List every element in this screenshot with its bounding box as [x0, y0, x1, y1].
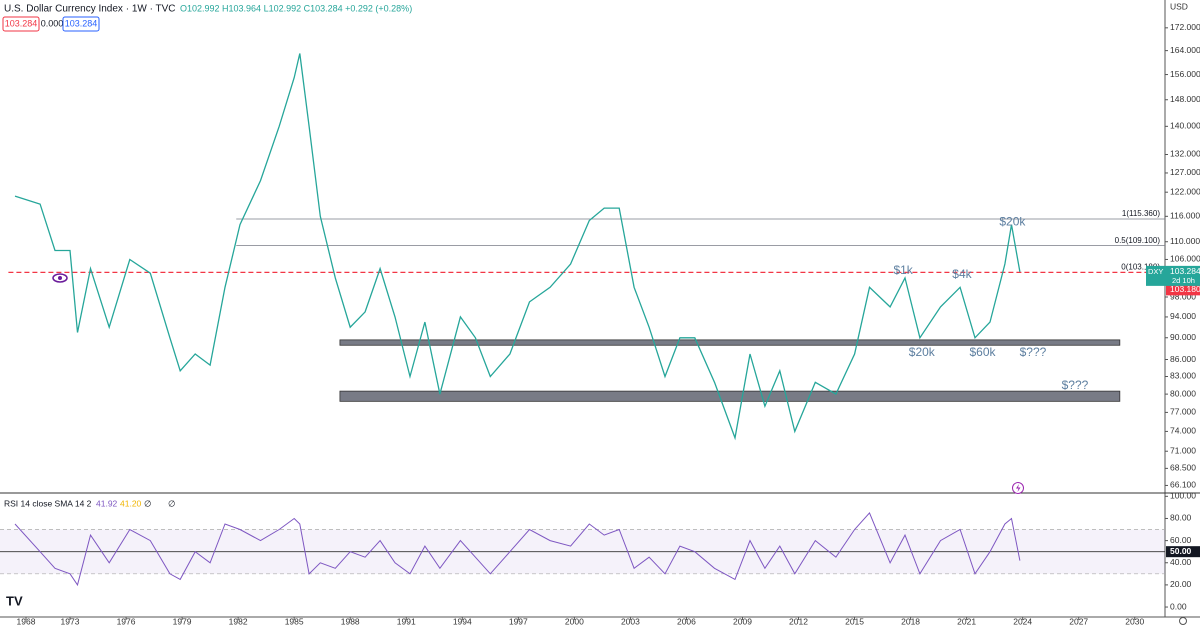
y-tick-label: 80.000 — [1170, 388, 1196, 398]
annotation: $??? — [1020, 345, 1047, 359]
x-tick-label: 1991 — [397, 616, 416, 626]
countdown: 2d 10h — [1172, 276, 1195, 285]
last-price-bg — [1146, 265, 1200, 286]
ohlc: O102.992 H103.964 L102.992 C103.284 +0.2… — [180, 3, 412, 13]
rsi-y-tick-label: 0.00 — [1170, 601, 1187, 611]
x-tick-label: 2018 — [901, 616, 920, 626]
y-tick-label: 127.000 — [1170, 167, 1200, 177]
x-tick-label: 2003 — [621, 616, 640, 626]
x-tick-label: 1988 — [341, 616, 360, 626]
y-tick-label: 83.000 — [1170, 371, 1196, 381]
y-tick-label: 106.000 — [1170, 254, 1200, 264]
rsi-title: RSI 14 close SMA 14 2 — [4, 498, 92, 508]
annotation: $60k — [970, 345, 997, 359]
y-tick-label: 77.000 — [1170, 407, 1196, 417]
y-tick-label: 68.500 — [1170, 463, 1196, 473]
rsi-readout: 41.20 — [120, 498, 142, 508]
flash-icon[interactable] — [1012, 482, 1024, 494]
x-tick-label: 2030 — [1125, 616, 1144, 626]
x-tick-label: 2012 — [789, 616, 808, 626]
symbol-title: U.S. Dollar Currency Index · 1W · TVC — [4, 4, 176, 15]
fib-label: 0.5(109.100) — [1115, 236, 1161, 245]
y-tick-label: 164.000 — [1170, 45, 1200, 55]
ask: 103.284 — [65, 18, 98, 28]
last-symbol: DXY — [1148, 267, 1163, 276]
y-tick-label: 172.000 — [1170, 22, 1200, 32]
rsi-mid-tag: 50.00 — [1170, 546, 1192, 556]
x-tick-label: 2024 — [1013, 616, 1032, 626]
rsi-mid-tag-bg — [1166, 546, 1200, 558]
rsi-y-tick-label: 80.00 — [1170, 513, 1192, 523]
y-tick-label: 110.000 — [1170, 236, 1200, 246]
annotation: $4k — [952, 267, 972, 281]
x-tick-label: 1968 — [17, 616, 36, 626]
price-tag-bg — [1166, 284, 1200, 296]
x-tick-label: 2006 — [677, 616, 696, 626]
x-tick-label: 1994 — [453, 616, 472, 626]
x-tick-label: 2000 — [565, 616, 584, 626]
bid: 103.284 — [5, 18, 38, 28]
ask-badge — [62, 16, 100, 32]
price-line — [14, 53, 1021, 441]
y-tick-label: 66.100 — [1170, 480, 1196, 490]
y-tick-label: 132.000 — [1170, 149, 1200, 159]
spread: 0.000 — [41, 18, 64, 28]
x-tick-label: 2021 — [957, 616, 976, 626]
rsi-y-tick-label: 20.00 — [1170, 579, 1192, 589]
y-tick-label: 148.000 — [1170, 94, 1200, 104]
y-tick-label: 140.000 — [1170, 121, 1200, 131]
support-zone — [339, 390, 1121, 402]
price-axis-bg — [1165, 0, 1200, 626]
x-tick-label: 2009 — [733, 616, 752, 626]
rsi-readout: ∅ — [144, 498, 152, 508]
rsi-y-tick-label: 60.00 — [1170, 535, 1192, 545]
y-tick-label: 86.000 — [1170, 354, 1196, 364]
annotation: $20k — [999, 215, 1026, 229]
x-tick-label: 1976 — [117, 616, 136, 626]
y-tick-label: 74.000 — [1170, 426, 1196, 436]
annotation: $20k — [909, 345, 936, 359]
bid-badge — [2, 16, 40, 32]
rsi-readout: 41.92 — [96, 498, 118, 508]
eye-icon[interactable] — [52, 273, 68, 283]
last-price: 103.284 — [1170, 266, 1200, 276]
y-tick-label: 122.000 — [1170, 186, 1200, 196]
y-tick-label: 98.000 — [1170, 291, 1196, 301]
currency: USD — [1170, 1, 1188, 11]
rsi-readout: ∅ — [168, 498, 176, 508]
annotation: $1k — [893, 263, 913, 277]
x-tick-label: 1982 — [229, 616, 248, 626]
fib-label: 0(103.180) — [1121, 262, 1160, 271]
x-tick-label: 1973 — [61, 616, 80, 626]
rsi-line — [14, 511, 1021, 587]
annotation: $??? — [1062, 378, 1089, 392]
price-tag: 103.180 — [1170, 284, 1200, 294]
y-tick-label: 71.000 — [1170, 445, 1196, 455]
support-zone — [339, 339, 1121, 346]
y-tick-label: 90.000 — [1170, 332, 1196, 342]
rsi-y-tick-label: 100.00 — [1170, 491, 1196, 501]
x-tick-label: 1979 — [173, 616, 192, 626]
y-tick-label: 156.000 — [1170, 69, 1200, 79]
settings-icon[interactable] — [1179, 617, 1187, 625]
y-tick-label: 94.000 — [1170, 311, 1196, 321]
logo: TV — [6, 593, 23, 608]
y-tick-label: 116.000 — [1170, 211, 1200, 221]
fib-label: 1(115.360) — [1122, 209, 1160, 218]
x-tick-label: 2015 — [845, 616, 864, 626]
rsi-y-tick-label: 40.00 — [1170, 557, 1192, 567]
x-tick-label: 1985 — [285, 616, 304, 626]
x-tick-label: 1997 — [509, 616, 528, 626]
x-tick-label: 2027 — [1069, 616, 1088, 626]
